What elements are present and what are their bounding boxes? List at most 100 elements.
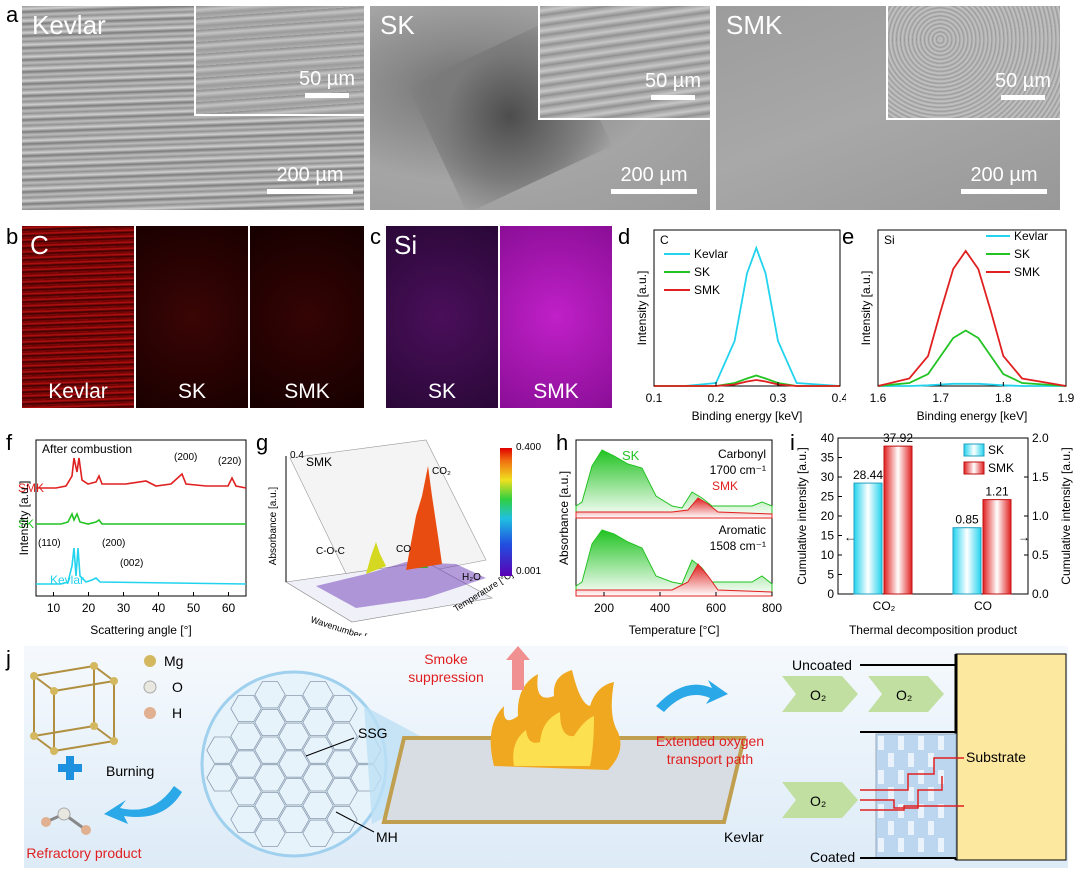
x-tick-label: 1.9 (1058, 391, 1074, 405)
bar-sk-1 (952, 527, 982, 595)
eds-c-kevlar: C Kevlar (22, 226, 134, 408)
y-tick-label-left: 0 (827, 587, 834, 601)
xrd-peak-smk-200: (200) (174, 452, 197, 463)
x-tick-label: 600 (706, 601, 726, 615)
x-tick-label: 20 (82, 601, 96, 615)
bar-value-label: 1.21 (985, 485, 1009, 499)
legend-e-kevlar: Kevlar (1014, 229, 1048, 243)
coating-brick (878, 838, 884, 852)
chart-h-ylabel: Absorbance [a.u.] (557, 471, 571, 565)
sem-inset-smk: 50 µm (886, 6, 1060, 120)
panel-f-label: f (6, 430, 13, 455)
chart-f: After combustion SMK SK Kevlar (200) (22… (17, 439, 247, 637)
hexagon-cell (326, 695, 358, 723)
y-tick-label-right: 1.5 (1032, 470, 1049, 484)
hexagon-cell (254, 736, 286, 764)
scale-bar-main-kevlar: 200 µm (258, 164, 362, 194)
chart-g-colorbar (500, 448, 512, 576)
x-tick-label: 1.8 (995, 391, 1012, 405)
x-tick-label: 50 (187, 601, 201, 615)
sem-image-smk: SMK 50 µm 200 µm (716, 6, 1060, 210)
series-line-smk (654, 379, 840, 387)
chart-e: Si 1.6 1.7 1.8 1.9 Kevlar SK SMK Binding en… (859, 229, 1074, 423)
eds-si-sk-label: SK (427, 380, 456, 403)
y-tick-label-left: 5 (827, 568, 834, 582)
coating-brick (898, 838, 904, 852)
smoke-arrow-icon (506, 646, 530, 690)
chart-g: 0.4 SMK Absorbance [a.u.] C-O-C CO CO₂ H… (268, 439, 541, 636)
hexagon-cell (302, 681, 334, 709)
legend-h-dot (144, 707, 156, 719)
legend-i-smk: SMK (988, 461, 1014, 475)
eds-si-smk: SMK (500, 226, 612, 408)
kevlar-fabric-sheet (381, 736, 747, 824)
chart-h-smk-label: SMK (712, 479, 738, 493)
xrd-peak-110: (110) (38, 538, 61, 549)
svg-text:O₂: O₂ (810, 687, 826, 703)
series-line-kevlar (654, 245, 841, 387)
chart-i-ylabel-left: Cumulative intensity [a.u.] (795, 447, 809, 584)
eds-si-element: Si (394, 230, 418, 260)
chart-i-ylabel-right: Cumulative intensity [a.u.] (1059, 447, 1073, 584)
legend-mg: Mg (164, 653, 183, 669)
o2-arrow-3: O₂ (782, 782, 858, 818)
hexagon-cell (326, 805, 358, 834)
hexagon-cell (206, 736, 238, 764)
coating-brick (878, 770, 884, 784)
mh-label: MH (376, 829, 398, 845)
y-tick-label-right: 2.0 (1032, 431, 1049, 445)
coating-brick (908, 753, 914, 767)
bar-smk-0 (883, 445, 913, 595)
scale-bar-inset-smk: 50 µm (992, 70, 1054, 100)
panel-c-label: c (370, 224, 381, 249)
x-tick-label: 0.4 (832, 391, 846, 405)
coating-brick (878, 736, 884, 750)
eds-si-smk-label: SMK (533, 380, 579, 403)
chart-f-ylabel: Intensity [a.u.] (17, 481, 31, 556)
sem-image-sk: SK 50 µm 200 µm (370, 6, 710, 210)
hexagon-cell (254, 764, 286, 792)
magnified-ssg-view (200, 670, 388, 858)
y-tick-label-left: 15 (821, 529, 835, 543)
legend-mg-dot (144, 655, 156, 667)
coating-brick (928, 821, 934, 835)
uncoated-label: Uncoated (792, 657, 852, 673)
hexagon-cell (254, 819, 286, 847)
hexagon-cell (302, 708, 334, 736)
xrd-smk-label: SMK (18, 481, 44, 495)
coating-brick (888, 787, 894, 801)
oxygen-path-upper (860, 757, 964, 791)
xrd-peak-002: (002) (120, 558, 143, 569)
sem-title-kevlar: Kevlar (32, 10, 106, 40)
y-tick-label-left: 25 (821, 490, 835, 504)
legend-d-kevlar: Kevlar (694, 247, 728, 261)
chart-i-xlabel: Thermal decomposition product (849, 623, 1018, 637)
smoke-label: Smoke (424, 651, 468, 667)
chart-e-frame (877, 229, 1067, 387)
chart-g-cbar-min: 0.001 (516, 566, 541, 577)
coating-brick (928, 787, 934, 801)
chart-h-bottom-title: Aromatic (719, 523, 766, 537)
hexagon-cell (278, 805, 310, 834)
y-tick-label-left: 20 (821, 509, 835, 523)
legend-e-sk: SK (1014, 247, 1030, 261)
coating-brick (888, 821, 894, 835)
hexagon-cell (206, 764, 238, 792)
legend-i-sk: SK (988, 443, 1004, 457)
coating-brick (938, 770, 944, 784)
chart-d: C 0.1 0.2 0.3 0.4 Kevlar SK SMK Binding ene… (635, 229, 846, 423)
hexagon-cell (326, 722, 358, 750)
bar-value-label: 37.92 (883, 431, 913, 445)
eds-c-smk-label: SMK (284, 380, 330, 403)
series-line-sk (877, 329, 1067, 387)
sem-title-smk: SMK (726, 10, 783, 40)
bar-sk-0 (853, 482, 883, 595)
kevlar-label: Kevlar (724, 829, 764, 845)
hexagon-cell (230, 778, 262, 806)
bar-value-label: 28.44 (853, 468, 883, 482)
coating-brick (938, 838, 944, 852)
refractory-product-label: Refractory product (26, 845, 141, 861)
panel-b-label: b (6, 224, 19, 249)
bar-value-label: 0.85 (955, 513, 979, 527)
hexagon-cell (230, 695, 262, 723)
